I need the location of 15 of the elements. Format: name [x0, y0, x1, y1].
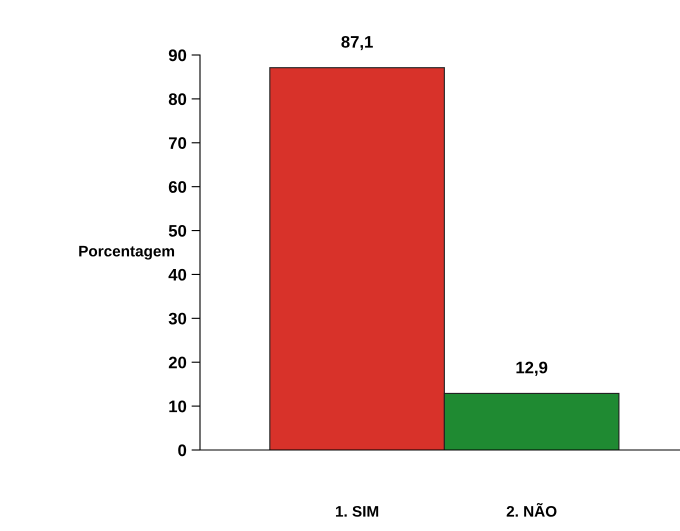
y-axis-title: Porcentagem	[79, 246, 174, 260]
data-label: 87,1	[341, 36, 373, 50]
y-tick-label: 40	[168, 268, 186, 281]
y-tick-label: 90	[168, 49, 186, 62]
y-tick-label: 50	[168, 224, 186, 237]
x-tick-label: 1. SIM	[336, 506, 378, 517]
y-tick-label: 10	[169, 400, 186, 412]
y-tick-label: 30	[168, 312, 186, 325]
y-tick-label: 20	[168, 356, 186, 368]
y-tick-label: 70	[168, 137, 186, 149]
y-tick-label: 60	[168, 181, 186, 193]
y-tick-label: 80	[168, 93, 186, 106]
y-tick-label: 0	[178, 444, 186, 456]
x-tick-label: 2. NÃO	[506, 503, 556, 517]
data-label: 12,9	[516, 362, 548, 376]
